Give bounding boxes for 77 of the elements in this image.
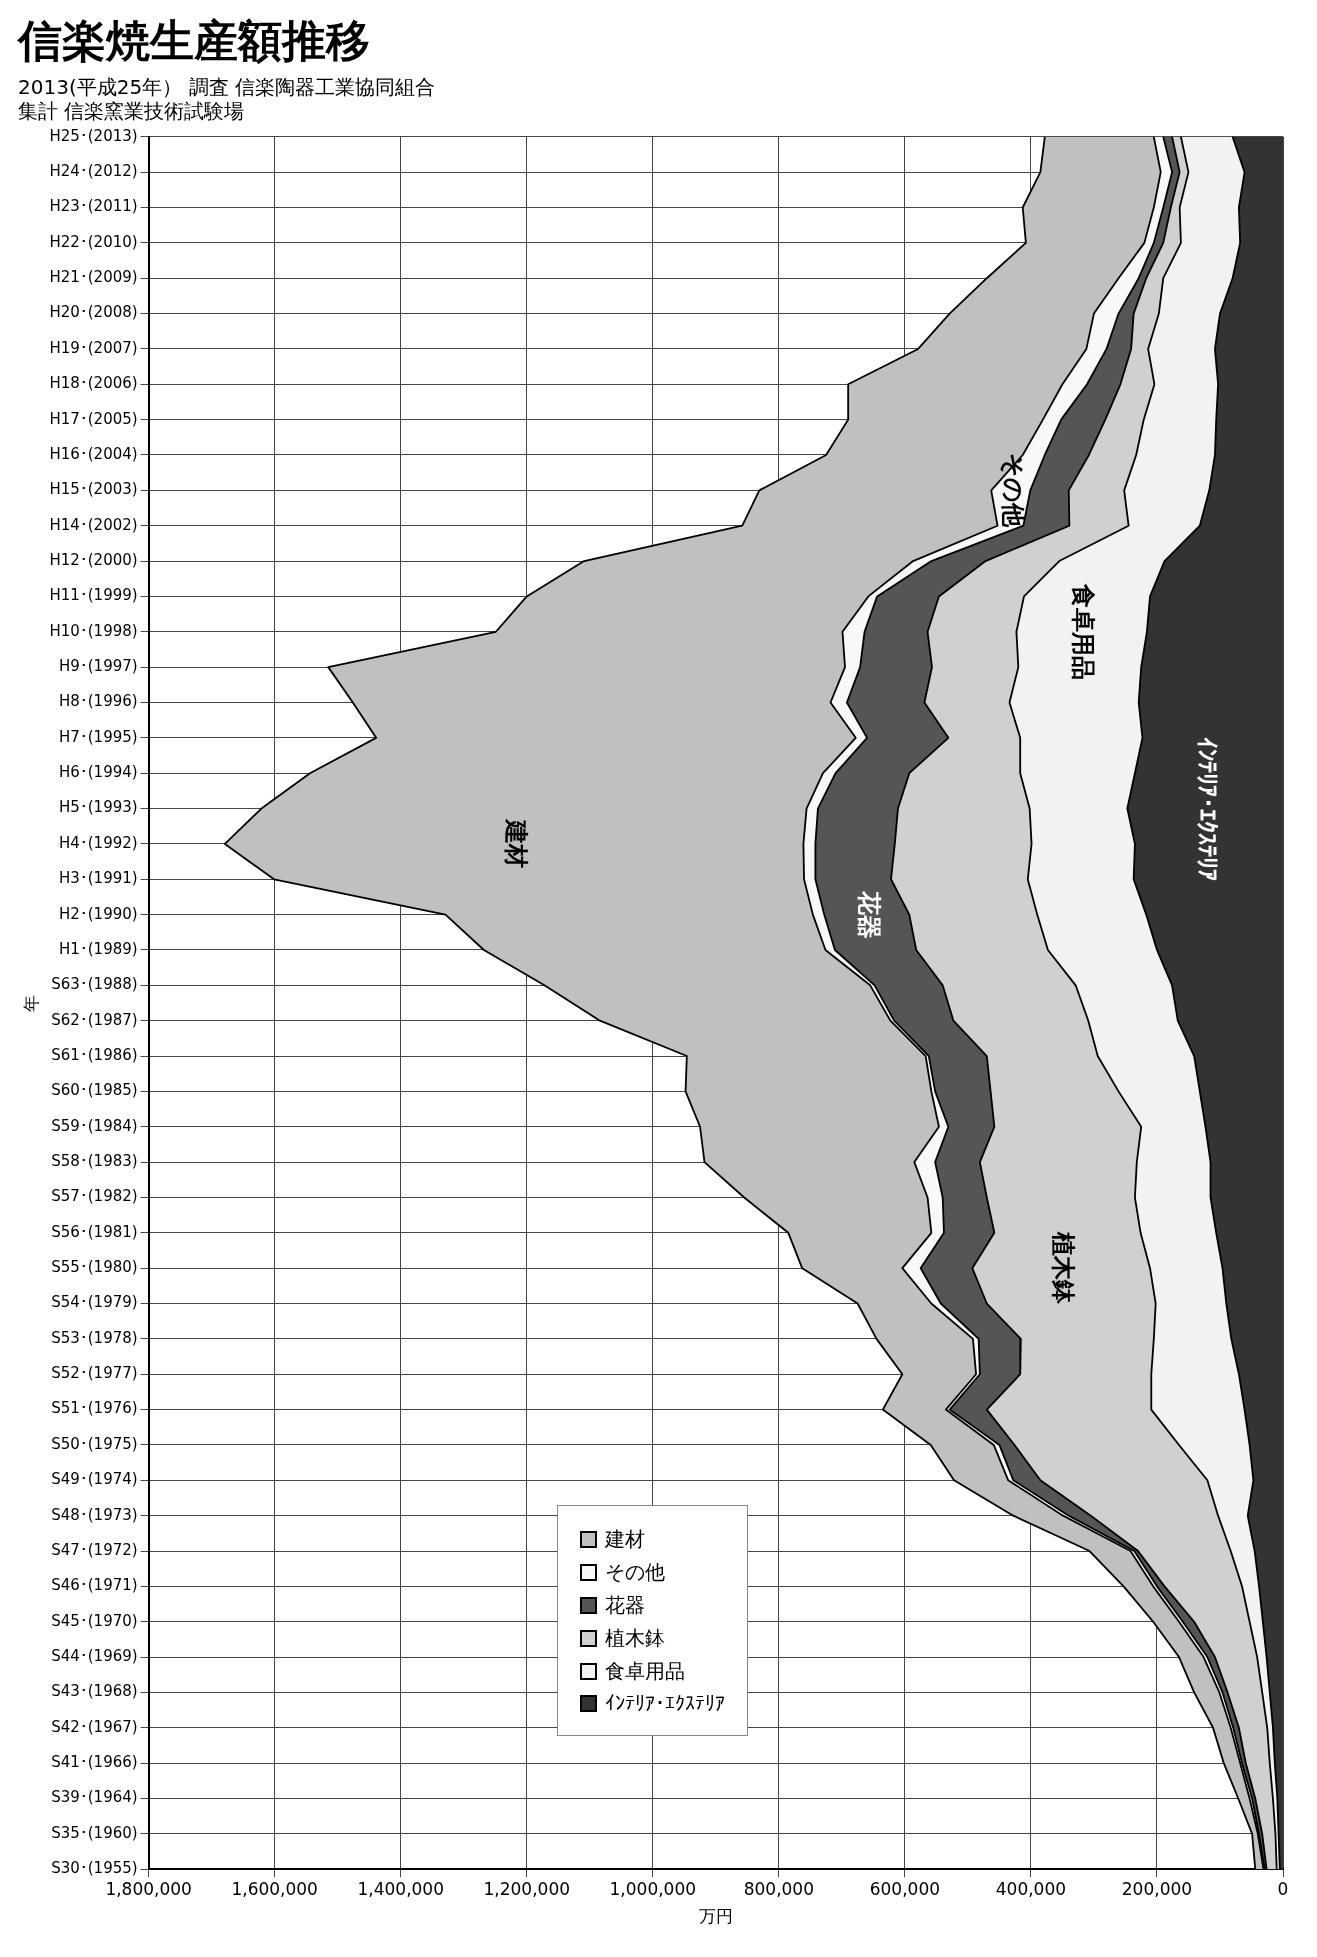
y-tick-label: H17･(2005) bbox=[49, 409, 138, 428]
y-tick-label: S53･(1978) bbox=[51, 1328, 138, 1347]
x-tick-label: 400,000 bbox=[995, 1878, 1067, 1899]
x-axis-title: 万円 bbox=[698, 1906, 733, 1927]
y-tick-label: H12･(2000) bbox=[49, 550, 138, 569]
x-tick-label: 1,800,000 bbox=[105, 1878, 192, 1899]
y-tick-label: S35･(1960) bbox=[51, 1823, 138, 1842]
x-tick-label: 600,000 bbox=[869, 1878, 941, 1899]
y-tick-label: H23･(2011) bbox=[49, 197, 138, 216]
y-tick-label: S56･(1981) bbox=[51, 1222, 138, 1241]
y-tick-label: S55･(1980) bbox=[51, 1258, 138, 1277]
chart-title: 信楽焼生産額推移 bbox=[16, 14, 370, 66]
y-tick-label: H14･(2002) bbox=[49, 515, 138, 534]
y-tick-label: H1･(1989) bbox=[58, 939, 138, 958]
chart-subtitle: 2013(平成25年） 調査 信楽陶器工業協同組合 bbox=[18, 75, 435, 99]
y-tick-label: S63･(1988) bbox=[51, 975, 138, 994]
y-tick-label: S61･(1986) bbox=[51, 1045, 138, 1064]
text: ｲﾝﾃﾘｱ･ｴｸｽﾃﾘｱ bbox=[1192, 736, 1221, 881]
y-tick-label: S49･(1974) bbox=[51, 1470, 138, 1489]
y-tick-label: S62･(1987) bbox=[51, 1010, 138, 1029]
y-axis-title: 年 bbox=[20, 994, 41, 1012]
legend-label: 食卓用品 bbox=[605, 1658, 685, 1686]
y-tick-label: H9･(1997) bbox=[58, 657, 138, 676]
y-tick-label: S45･(1970) bbox=[51, 1611, 138, 1630]
y-tick-label: H2･(1990) bbox=[58, 904, 138, 923]
y-tick-label: H15･(2003) bbox=[49, 480, 138, 499]
text: その他 bbox=[998, 453, 1027, 528]
y-tick-label: S42･(1967) bbox=[51, 1717, 138, 1736]
y-tick-label: S58･(1983) bbox=[51, 1151, 138, 1170]
y-tick-label: H7･(1995) bbox=[58, 727, 138, 746]
x-tick-label: 200,000 bbox=[1121, 1878, 1193, 1899]
y-tick-label: H16･(2004) bbox=[49, 444, 138, 463]
x-tick-label: 0 bbox=[1277, 1878, 1289, 1899]
y-tick-label: H10･(1998) bbox=[49, 621, 138, 640]
y-tick-label: H6･(1994) bbox=[58, 763, 138, 782]
y-tick-label: S54･(1979) bbox=[51, 1293, 138, 1312]
y-tick-label: S51･(1976) bbox=[51, 1399, 138, 1418]
x-tick-label: 1,600,000 bbox=[231, 1878, 318, 1899]
legend-label: 花器 bbox=[605, 1592, 645, 1620]
text: 建材 bbox=[501, 819, 530, 868]
text: 花器 bbox=[854, 890, 883, 939]
y-tick-label: S43･(1968) bbox=[51, 1682, 138, 1701]
legend-label: 建材 bbox=[605, 1526, 645, 1554]
x-tick-label: 800,000 bbox=[743, 1878, 814, 1899]
y-tick-label: S47･(1972) bbox=[51, 1540, 138, 1559]
text: 集計 信楽窯業技術試験場 bbox=[18, 99, 245, 123]
y-tick-label: S39･(1964) bbox=[51, 1788, 138, 1807]
y-tick-label: S44･(1969) bbox=[51, 1646, 138, 1665]
y-tick-label: S60･(1985) bbox=[51, 1081, 138, 1100]
y-tick-label: H5･(1993) bbox=[58, 798, 138, 817]
y-tick-label: H20･(2008) bbox=[49, 303, 138, 322]
y-tick-label: S59･(1984) bbox=[51, 1116, 138, 1135]
x-tick-label: 1,200,000 bbox=[483, 1878, 571, 1899]
y-tick-label: S52･(1977) bbox=[51, 1364, 138, 1383]
y-tick-label: S50･(1975) bbox=[51, 1434, 138, 1453]
y-tick-label: H22･(2010) bbox=[49, 232, 138, 251]
y-tick-label: H19･(2007) bbox=[49, 338, 138, 357]
y-tick-label: H25･(2013) bbox=[49, 126, 138, 145]
text: 植木鉢 bbox=[1048, 1232, 1077, 1305]
x-tick-label: 1,400,000 bbox=[357, 1878, 444, 1899]
y-tick-label: S57･(1982) bbox=[51, 1187, 138, 1206]
y-tick-label: H11･(1999) bbox=[49, 586, 138, 605]
y-tick-label: S46･(1971) bbox=[51, 1576, 138, 1595]
legend-label: ｲﾝﾃﾘｱ･ｴｸｽﾃﾘｱ bbox=[605, 1691, 725, 1716]
y-tick-label: H21･(2009) bbox=[49, 268, 138, 287]
y-tick-label: H18･(2006) bbox=[49, 374, 138, 393]
x-tick-label: 1,000,000 bbox=[609, 1878, 697, 1899]
legend-label: 植木鉢 bbox=[605, 1625, 665, 1653]
text: 食卓用品 bbox=[1069, 583, 1098, 680]
y-tick-label: H8･(1996) bbox=[58, 692, 138, 711]
legend-label: その他 bbox=[605, 1559, 665, 1587]
y-tick-label: S48･(1973) bbox=[51, 1505, 138, 1524]
y-tick-label: H24･(2012) bbox=[49, 162, 138, 181]
y-tick-label: H4･(1992) bbox=[58, 833, 138, 852]
y-tick-label: S41･(1966) bbox=[51, 1753, 138, 1772]
y-tick-label: H3･(1991) bbox=[58, 869, 138, 888]
y-tick-label: S30･(1955) bbox=[51, 1859, 138, 1878]
